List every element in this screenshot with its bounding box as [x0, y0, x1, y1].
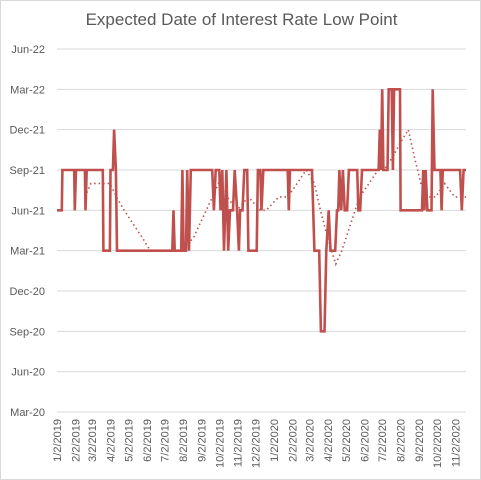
x-tick-label: 3/2/2020 — [305, 419, 317, 462]
x-tick-label: 8/2/2019 — [178, 419, 190, 462]
x-tick-label: 7/2/2020 — [377, 419, 389, 462]
series-layer — [57, 88, 466, 333]
x-tick-label: 6/2/2020 — [359, 419, 371, 462]
y-tick-label: Dec-21 — [10, 125, 45, 137]
x-tick-label: 11/2/2019 — [233, 419, 245, 467]
chart-title: Expected Date of Interest Rate Low Point — [85, 10, 398, 29]
x-tick-label: 4/2/2019 — [106, 419, 118, 462]
series-line — [57, 88, 466, 333]
y-tick-label: Jun-20 — [11, 367, 45, 379]
y-tick-label: Mar-21 — [10, 246, 45, 258]
y-tick-label: Mar-22 — [10, 84, 45, 96]
y-axis: Mar-20 Jun-20 Sep-20 Dec-20 Mar-21 Jun-21 Sep-… — [10, 44, 45, 419]
x-tick-label: 4/2/2020 — [323, 419, 335, 462]
x-tick-label: 1/2/2019 — [52, 419, 64, 462]
x-axis: 1/2/2019 2/2/2019 3/2/2019 4/2/2019 5/2/2019… — [52, 419, 462, 468]
x-tick-label: 5/2/2019 — [123, 419, 135, 462]
y-tick-label: Sep-21 — [10, 165, 45, 177]
y-tick-label: Dec-20 — [10, 286, 45, 298]
trend-line — [84, 127, 466, 267]
x-tick-label: 10/2/2019 — [214, 419, 226, 468]
y-tick-label: Mar-20 — [10, 407, 45, 419]
x-tick-label: 8/2/2020 — [396, 419, 408, 462]
x-tick-label: 2/2/2020 — [287, 419, 299, 462]
y-tick-label: Sep-20 — [10, 326, 45, 338]
y-tick-label: Jun-21 — [11, 205, 45, 217]
x-tick-label: 9/2/2020 — [414, 419, 426, 462]
x-tick-label: 5/2/2020 — [341, 419, 353, 462]
y-tick-label: Jun-22 — [11, 44, 45, 56]
x-tick-label: 1/2/2020 — [269, 419, 281, 462]
x-tick-label: 2/2/2019 — [70, 419, 82, 462]
x-tick-label: 3/2/2019 — [87, 419, 99, 462]
x-tick-label: 6/2/2019 — [142, 419, 154, 462]
x-tick-label: 7/2/2019 — [160, 419, 172, 462]
gridlines — [57, 48, 466, 413]
x-tick-label: 9/2/2019 — [196, 419, 208, 462]
x-tick-label: 11/2/2020 — [450, 419, 462, 467]
x-tick-label: 10/2/2020 — [432, 419, 444, 468]
x-tick-label: 12/2/2019 — [251, 419, 263, 468]
